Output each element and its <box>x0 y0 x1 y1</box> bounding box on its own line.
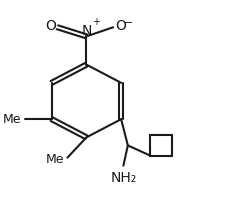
Text: Me: Me <box>46 153 64 166</box>
Text: −: − <box>124 18 133 28</box>
Text: N: N <box>81 24 92 38</box>
Text: +: + <box>92 17 100 27</box>
Text: O: O <box>115 19 126 33</box>
Text: Me: Me <box>3 113 22 126</box>
Text: O: O <box>45 19 56 33</box>
Text: NH₂: NH₂ <box>110 171 136 185</box>
